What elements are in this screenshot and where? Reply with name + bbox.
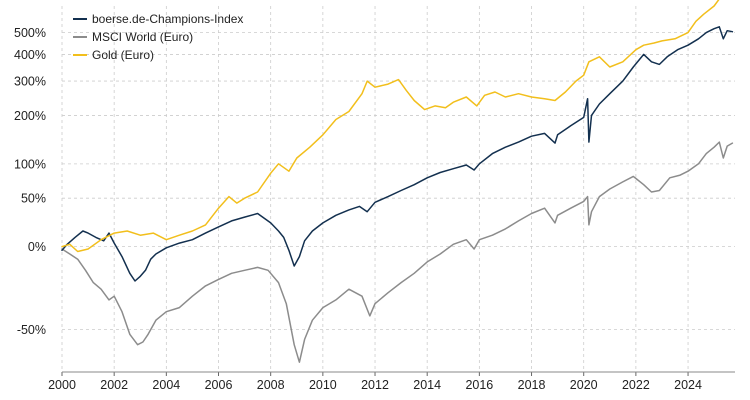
x-tick-label: 2024	[674, 378, 702, 392]
x-tick-label: 2008	[257, 378, 285, 392]
legend-label: boerse.de-Champions-Index	[92, 12, 243, 26]
x-tick-label: 2012	[361, 378, 389, 392]
x-tick-label: 2000	[48, 378, 76, 392]
y-tick-label: 50%	[21, 192, 46, 206]
series-line-2	[61, 0, 720, 253]
x-tick-label: 2018	[518, 378, 546, 392]
y-tick-label: 300%	[14, 75, 46, 89]
y-tick-label: -50%	[17, 323, 46, 337]
y-tick-label: 0%	[28, 240, 46, 254]
x-tick-label: 2022	[622, 378, 650, 392]
y-tick-label: 400%	[14, 48, 46, 62]
x-tick-label: 2020	[570, 378, 598, 392]
x-tick-label: 2002	[100, 378, 128, 392]
y-tick-label: 100%	[14, 157, 46, 171]
series-line-0	[61, 26, 734, 282]
y-tick-label: 200%	[14, 109, 46, 123]
x-tick-label: 2006	[205, 378, 233, 392]
legend-label: Gold (Euro)	[92, 48, 154, 62]
x-tick-label: 2016	[465, 378, 493, 392]
series-line-1	[61, 141, 734, 363]
x-tick-label: 2004	[152, 378, 180, 392]
x-axis: 2000 2002 2004 2006 2008 2010 2012 2014 2016 2018…	[48, 371, 735, 392]
y-axis: 500% 400% 300% 200% 100% 50% 0% -50%	[14, 26, 46, 337]
x-tick-label: 2010	[309, 378, 337, 392]
legend-label: MSCI World (Euro)	[92, 30, 193, 44]
series-layer	[61, 0, 734, 363]
legend: boerse.de-Champions-Index MSCI World (Eur…	[73, 12, 243, 62]
grid	[61, 6, 735, 372]
y-tick-label: 500%	[14, 26, 46, 40]
x-tick-label: 2014	[413, 378, 441, 392]
